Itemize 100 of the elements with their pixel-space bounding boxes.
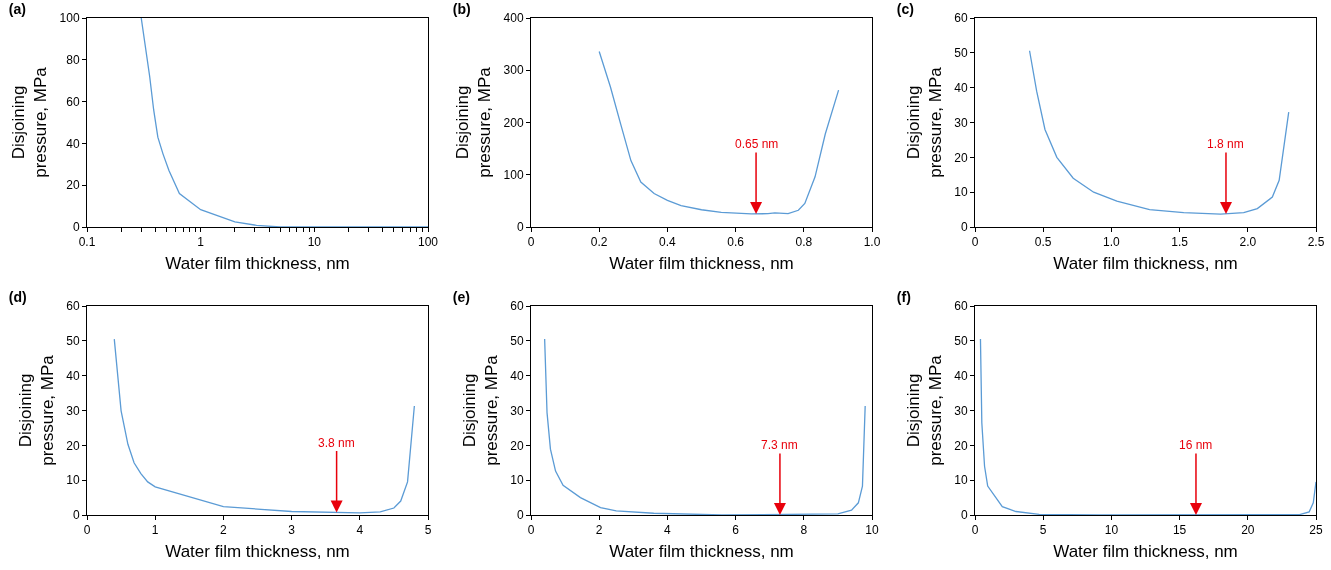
y-tick-label: 40 [66,136,80,151]
x-axis-title: Water film thickness, nm [609,253,794,273]
y-tick-label: 20 [954,150,968,165]
y-tick-label: 20 [66,438,80,453]
y-tick-label: 0 [960,508,968,523]
x-tick-label: 4 [664,523,672,538]
x-tick-label: 0 [83,523,91,538]
y-tick-label: 20 [510,438,524,453]
y-tick-label: 20 [954,438,968,453]
x-tick-label: 1 [197,235,205,250]
x-axis-title: Water film thickness, nm [165,541,350,561]
x-tick-label: 20 [1241,523,1255,538]
y-tick-label: 0 [72,220,80,235]
x-tick-label: 25 [1309,523,1323,538]
y-axis-title: Disjoining pressure, MPa [15,354,57,466]
y-tick-label: 40 [954,80,968,95]
annotation: 16 nm [1179,438,1213,452]
x-tick-label: 4 [356,523,364,538]
y-tick-label: 0 [960,220,968,235]
x-tick-label: 10 [1104,523,1119,538]
x-tick-label: 5 [424,523,432,538]
x-tick-label: 2 [220,523,228,538]
y-tick-label: 400 [503,11,524,26]
y-tick-label: 20 [66,178,80,193]
y-axis-title: Disjoining pressure, MPa [459,354,501,466]
y-tick-label: 30 [954,403,968,418]
x-tick-label: 1.0 [863,235,881,250]
y-tick-label: 30 [954,115,968,130]
x-axis-title: Water film thickness, nm [165,253,350,273]
x-tick-label: 0.1 [78,235,96,250]
x-tick-label: 0.5 [1034,235,1052,250]
y-tick-label: 0 [516,220,524,235]
x-tick-label: 0 [971,523,979,538]
y-axis-title: Disjoining pressure, MPa [9,66,51,178]
x-tick-label: 2.0 [1239,235,1257,250]
y-tick-label: 10 [66,473,80,488]
line-series [543,338,866,515]
y-tick-label: 50 [954,334,968,349]
annotation: 7.3 nm [761,438,798,452]
y-tick-label: 40 [954,368,968,383]
chart-title: (e) [452,289,470,306]
line-series [113,338,416,514]
x-tick-label: 10 [307,235,322,250]
y-tick-label: 30 [66,403,80,418]
x-tick-label: 1.0 [1103,235,1121,250]
y-axis-title: Disjoining pressure, MPa [903,66,945,178]
chart-title: (a) [8,1,26,18]
x-tick-label: 0.2 [590,235,608,250]
x-tick-label: 0 [527,523,535,538]
y-tick-label: 0 [72,508,80,523]
y-axis-title: Disjoining pressure, MPa [903,354,945,466]
x-tick-label: 0 [527,235,535,250]
chart-title: (f) [896,289,911,306]
y-tick-label: 10 [510,473,524,488]
chart-title: (d) [8,289,27,306]
y-tick-label: 60 [510,299,524,314]
y-tick-label: 0 [516,508,524,523]
x-tick-label: 10 [865,523,879,538]
annotation: 1.8 nm [1207,137,1244,151]
chart-title: (c) [896,1,914,18]
x-tick-label: 6 [732,523,740,538]
x-tick-label: 0.6 [727,235,745,250]
y-tick-label: 60 [954,299,968,314]
y-tick-label: 50 [954,46,968,61]
x-tick-label: 3 [288,523,296,538]
annotation: 0.65 nm [735,137,779,151]
x-tick-label: 1 [151,523,159,538]
y-tick-label: 30 [510,403,524,418]
y-tick-label: 300 [503,63,524,78]
y-tick-label: 200 [503,115,524,130]
x-tick-label: 0.4 [659,235,677,250]
y-tick-label: 60 [66,299,80,314]
chart-title: (b) [452,1,471,18]
line-series [598,50,840,215]
y-tick-label: 10 [954,185,968,200]
y-axis-title: Disjoining pressure, MPa [453,66,495,178]
y-tick-label: 50 [510,334,524,349]
line-series [979,338,1316,515]
y-tick-label: 60 [66,94,80,109]
y-tick-label: 40 [510,368,524,383]
y-tick-label: 50 [66,334,80,349]
x-axis-title: Water film thickness, nm [1053,253,1238,273]
x-tick-label: 8 [800,523,808,538]
x-tick-label: 15 [1172,523,1187,538]
x-tick-label: 100 [417,235,439,250]
x-axis-title: Water film thickness, nm [609,541,794,561]
annotation: 3.8 nm [318,436,355,450]
x-tick-label: 2.5 [1307,235,1325,250]
x-tick-label: 2 [595,523,603,538]
x-tick-label: 1.5 [1171,235,1189,250]
y-tick-label: 40 [66,368,80,383]
y-tick-label: 10 [954,473,968,488]
y-tick-label: 100 [503,167,524,182]
y-tick-label: 80 [66,53,80,67]
x-tick-label: 0.8 [795,235,813,250]
y-tick-label: 60 [954,11,968,26]
line-series [1028,50,1290,215]
y-tick-label: 100 [59,11,80,26]
x-axis-title: Water film thickness, nm [1053,541,1238,561]
x-tick-label: 5 [1039,523,1047,538]
